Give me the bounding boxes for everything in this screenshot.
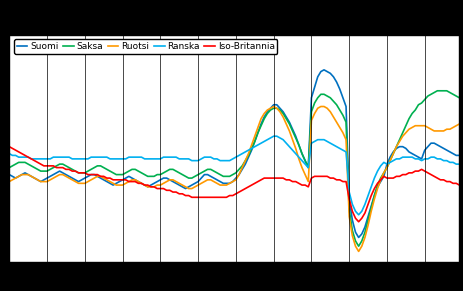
Ranska	[270, 134, 276, 138]
Iso-Britannia	[371, 187, 376, 190]
Ruotsi	[374, 187, 380, 190]
Iso-Britannia	[355, 220, 361, 223]
Suomi	[380, 175, 386, 178]
Iso-Britannia	[38, 162, 44, 166]
Ruotsi	[72, 180, 78, 183]
Line: Saksa: Saksa	[9, 91, 458, 246]
Suomi	[38, 180, 44, 183]
Ranska	[72, 157, 78, 161]
Legend: Suomi, Saksa, Ruotsi, Ranska, Iso-Britannia: Suomi, Saksa, Ruotsi, Ranska, Iso-Britan…	[14, 40, 277, 54]
Suomi	[374, 185, 380, 189]
Iso-Britannia	[377, 178, 382, 182]
Line: Ruotsi: Ruotsi	[9, 107, 458, 251]
Iso-Britannia	[456, 183, 461, 187]
Saksa	[355, 244, 361, 248]
Suomi	[330, 75, 336, 79]
Ruotsi	[144, 185, 150, 189]
Suomi	[456, 154, 461, 157]
Saksa	[456, 96, 461, 100]
Saksa	[377, 176, 382, 180]
Saksa	[144, 175, 150, 178]
Saksa	[371, 194, 376, 197]
Saksa	[6, 166, 12, 169]
Ruotsi	[330, 115, 336, 119]
Ranska	[374, 169, 380, 173]
Ruotsi	[355, 250, 361, 253]
Iso-Britannia	[6, 145, 12, 148]
Saksa	[72, 169, 78, 173]
Saksa	[38, 169, 44, 173]
Ranska	[456, 162, 461, 166]
Iso-Britannia	[327, 176, 332, 180]
Suomi	[144, 185, 150, 189]
Ranska	[38, 157, 44, 161]
Ruotsi	[456, 122, 461, 126]
Ranska	[6, 152, 12, 155]
Ranska	[144, 157, 150, 161]
Ruotsi	[270, 105, 276, 108]
Ruotsi	[380, 171, 386, 175]
Ruotsi	[38, 180, 44, 183]
Suomi	[355, 236, 361, 239]
Iso-Britannia	[72, 169, 78, 173]
Iso-Britannia	[144, 183, 150, 187]
Suomi	[6, 173, 12, 176]
Suomi	[72, 178, 78, 182]
Saksa	[327, 96, 332, 100]
Ranska	[330, 143, 336, 147]
Line: Suomi: Suomi	[9, 70, 458, 237]
Suomi	[320, 68, 326, 72]
Line: Iso-Britannia: Iso-Britannia	[9, 147, 458, 222]
Ruotsi	[6, 180, 12, 183]
Ranska	[380, 161, 386, 164]
Line: Ranska: Ranska	[9, 136, 458, 215]
Ranska	[355, 213, 361, 217]
Saksa	[434, 89, 439, 93]
